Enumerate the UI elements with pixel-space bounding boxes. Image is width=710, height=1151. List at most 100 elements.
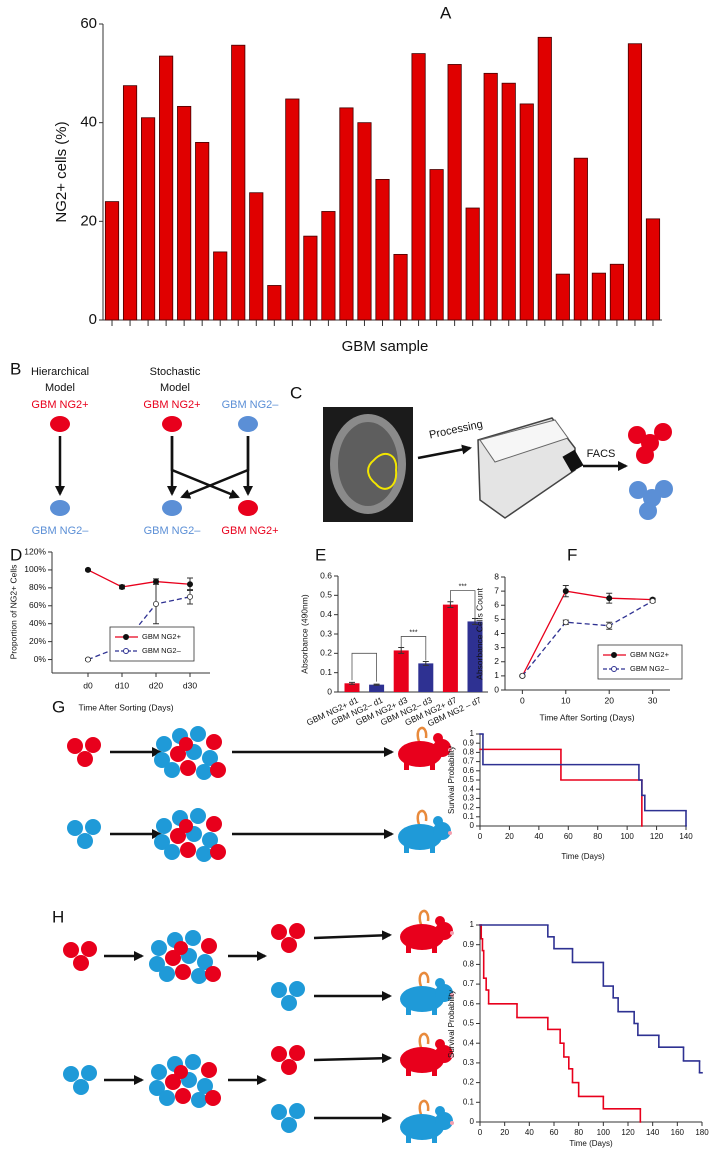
- series-line: [87, 569, 191, 588]
- y-tick-label: 3: [494, 642, 499, 652]
- x-tick-label: 180: [695, 1128, 709, 1137]
- model-title: Model: [160, 382, 190, 394]
- point: [85, 566, 92, 573]
- bar: [369, 684, 385, 692]
- x-tick-label: 20: [505, 832, 514, 841]
- significance-label: ***: [409, 629, 417, 636]
- bar: [442, 604, 458, 692]
- y-tick-label: 1: [470, 920, 475, 929]
- bar: [267, 285, 282, 321]
- bar: [231, 44, 246, 321]
- x-tick-label: 10: [561, 695, 571, 705]
- y-tick-label: 0.1: [463, 1097, 475, 1106]
- y-tick-label: 6: [494, 600, 499, 610]
- x-tick-label: d20: [149, 680, 163, 690]
- y-tick-label: 0.4: [320, 609, 332, 619]
- legend-box: [109, 626, 195, 662]
- error-bar: [447, 601, 454, 609]
- x-tick-label: 80: [593, 832, 602, 841]
- y-tick-label: 40%: [29, 618, 46, 628]
- x-tick-label: 100: [597, 1128, 611, 1137]
- x-tick-label: 160: [671, 1128, 685, 1137]
- bar: [555, 273, 570, 321]
- series-line: [521, 600, 653, 677]
- y-tick-label: 5: [494, 614, 499, 624]
- x-tick-label: 30: [648, 695, 658, 705]
- legend-marker: [123, 634, 129, 640]
- significance-label: ***: [459, 583, 467, 590]
- bar: [519, 103, 534, 321]
- model-diagram: [50, 416, 258, 516]
- bar: [573, 157, 588, 321]
- bar: [467, 621, 483, 692]
- bar: [122, 85, 138, 321]
- y-tick-label: 0.2: [320, 648, 332, 658]
- error-bar: [373, 683, 380, 686]
- x-tick-label: 140: [646, 1128, 660, 1137]
- y-tick-label: 60%: [29, 600, 46, 610]
- point: [562, 588, 569, 595]
- point: [186, 593, 193, 600]
- y-tick-label: 0.5: [463, 1019, 475, 1028]
- bar: [393, 253, 408, 321]
- x-tick-label: d0: [83, 680, 93, 690]
- legend-label: GBM NG2+: [630, 650, 670, 659]
- x-tick-label: d30: [183, 680, 197, 690]
- cell-label: GBM NG2+: [221, 525, 278, 537]
- point: [186, 581, 193, 588]
- serial-xenograft-diagram: [63, 909, 456, 1145]
- x-axis-label: Time (Days): [569, 1139, 613, 1148]
- bar: [159, 55, 174, 321]
- panel-letter: D: [10, 545, 22, 564]
- x-axis-label: GBM sample: [342, 338, 429, 355]
- bar: [213, 251, 228, 321]
- error-bar: [349, 681, 355, 685]
- point: [152, 578, 159, 585]
- sorted-cells: [628, 423, 673, 520]
- x-tick-label: 120: [650, 832, 664, 841]
- x-tick-label: d10: [115, 680, 129, 690]
- y-tick-label: 0.6: [463, 999, 475, 1008]
- bar: [465, 207, 480, 321]
- y-tick-label: 1: [470, 729, 475, 738]
- y-tick-label: 0: [494, 684, 499, 694]
- legend-marker: [123, 648, 129, 654]
- y-tick-label: 0: [470, 821, 475, 830]
- bar: [285, 98, 300, 321]
- y-tick-label: 8: [494, 571, 499, 581]
- point: [152, 600, 159, 607]
- significance-bracket: [400, 636, 427, 661]
- y-tick-label: 0.3: [320, 628, 332, 638]
- model-title: Model: [45, 382, 75, 394]
- bar: [627, 43, 643, 321]
- y-tick-label: 0.3: [463, 1058, 475, 1067]
- panel-letter: B: [10, 359, 21, 378]
- bar: [429, 169, 444, 321]
- cell-label: GBM NG2+: [143, 399, 200, 411]
- y-axis-label: Absorbance Cells Count: [474, 588, 484, 680]
- x-tick-label: 140: [679, 832, 693, 841]
- panel-letter: F: [567, 545, 577, 564]
- y-tick-label: 100%: [24, 564, 46, 574]
- y-tick-label: 2: [494, 656, 499, 666]
- series-line: [521, 590, 653, 677]
- y-axis-label: Survival Probability: [447, 990, 456, 1058]
- x-tick-label: 20: [604, 695, 614, 705]
- cell-label: GBM NG2–: [32, 525, 90, 537]
- y-tick-label: 0.7: [463, 979, 475, 988]
- y-tick-label: 20: [80, 212, 97, 229]
- panel-letter: H: [52, 907, 64, 926]
- legend-label: GBM NG2+: [142, 632, 182, 641]
- point: [606, 595, 613, 602]
- y-tick-label: 0.9: [463, 940, 475, 949]
- bar: [418, 663, 434, 692]
- panel-letter: A: [440, 3, 452, 22]
- point: [519, 672, 526, 679]
- y-tick-label: 0.4: [463, 784, 475, 793]
- mri-image: [323, 407, 413, 522]
- y-tick-label: 0.6: [463, 766, 475, 775]
- step-label: FACS: [587, 448, 616, 460]
- panel-letter: C: [290, 383, 302, 402]
- x-tick-label: 120: [621, 1128, 635, 1137]
